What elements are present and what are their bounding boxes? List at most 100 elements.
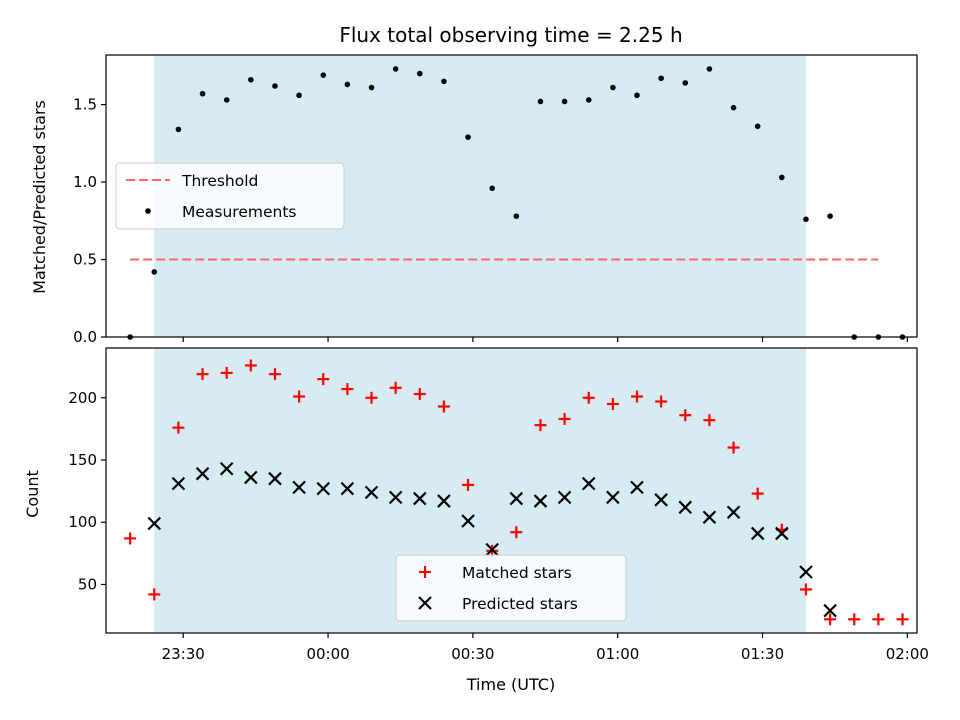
matched-star-point [437, 400, 450, 413]
x-axis-ticks: 23:30 00:00 00:30 01:00 01:30 02:00 [162, 633, 929, 663]
x-axis-ticks [182, 337, 908, 342]
measurement-point [513, 213, 520, 219]
measurement-point [754, 123, 761, 130]
matched-stars-points [124, 359, 909, 626]
legend-matched-label: Matched stars [462, 564, 572, 582]
predicted-star-point [726, 505, 741, 520]
measurement-point [803, 216, 809, 223]
predicted-star-point [654, 493, 668, 507]
matched-star-point [703, 414, 716, 427]
matched-star-point [582, 391, 595, 404]
x-axis-label: Time (UTC) [466, 675, 555, 694]
matched-star-point [244, 359, 257, 372]
predicted-star-point [292, 480, 306, 495]
x-tick-label: 01:30 [741, 645, 784, 663]
measurement-point [682, 80, 689, 86]
measurement-point [610, 84, 616, 91]
y-axis-label: Matched/Predicted stars [30, 100, 49, 294]
predicted-star-point [799, 565, 813, 579]
predicted-stars-points [147, 461, 837, 618]
measurement-point [248, 76, 254, 83]
legend-threshold-label: Threshold [181, 172, 258, 190]
matched-star-point [341, 383, 354, 396]
chart-title: Flux total observing time = 2.25 h [339, 23, 682, 47]
legend-predicted-label: Predicted stars [462, 595, 578, 613]
matched-star-point [413, 388, 426, 401]
measurement-point [416, 70, 423, 77]
predicted-star-point [509, 491, 524, 506]
matched-star-point [751, 487, 764, 500]
matched-star-point [799, 583, 812, 596]
measurement-point [537, 98, 544, 105]
legend: Threshold Measurements [115, 162, 345, 230]
matched-star-point [196, 368, 209, 381]
matched-star-point [124, 532, 137, 545]
legend-measurements-swatch [145, 208, 151, 214]
legend: Matched stars Predicted stars [395, 554, 627, 622]
predicted-star-point [750, 526, 765, 541]
measurement-point [368, 84, 375, 91]
legend-matched-swatch [419, 566, 431, 578]
predicted-star-point [775, 526, 789, 541]
predicted-star-point [364, 485, 379, 500]
legend-predicted-swatch [418, 596, 432, 610]
measurement-point [489, 185, 495, 192]
y-tick-label: 1.5 [73, 96, 97, 114]
matched-star-point [389, 381, 402, 394]
y-tick-label: 0.0 [73, 328, 97, 346]
measurement-point [730, 104, 737, 111]
matched-star-point [872, 613, 885, 626]
predicted-star-point [147, 516, 162, 531]
matched-star-point [293, 390, 306, 403]
matched-star-point [655, 395, 668, 408]
predicted-star-point [171, 476, 186, 491]
matched-star-point [462, 478, 475, 491]
plot-frame [105, 54, 918, 338]
measurement-point [465, 134, 471, 140]
predicted-star-point [678, 500, 693, 515]
measurement-point [706, 66, 713, 72]
predicted-star-point [195, 466, 210, 481]
y-tick-label: 1.0 [73, 173, 97, 191]
x-tick-label: 23:30 [162, 645, 205, 663]
measurement-point [175, 126, 182, 133]
x-tick-label: 00:30 [451, 645, 494, 663]
star-count-panel: 50 100 150 200 23:30 00:00 00:30 01:00 01:30 02:… [23, 347, 929, 694]
predicted-star-point [581, 476, 596, 491]
x-tick-label: 00:00 [306, 645, 349, 663]
matched-star-point [510, 526, 523, 539]
measurement-point [320, 72, 327, 78]
matched-star-point [727, 441, 740, 454]
predicted-star-point [823, 603, 837, 618]
y-tick-label: 100 [68, 513, 97, 531]
matched-star-point [606, 398, 619, 411]
matched-star-point [631, 390, 644, 403]
measurement-point [296, 92, 302, 99]
matched-star-point [220, 366, 233, 379]
predicted-star-point [630, 480, 644, 495]
legend-measurements-label: Measurements [182, 203, 297, 221]
y-axis-label: Count [23, 470, 42, 518]
x-tick-label: 01:00 [596, 645, 639, 663]
matched-star-point [365, 391, 378, 404]
predicted-star-point [702, 510, 717, 525]
y-tick-label: 200 [68, 389, 97, 407]
predicted-star-point [461, 514, 475, 528]
matched-star-point [848, 613, 861, 626]
predicted-star-point [268, 471, 282, 486]
matched-star-point [824, 613, 837, 626]
y-axis-ticks: 50 100 150 200 [68, 389, 106, 593]
y-tick-label: 50 [78, 575, 97, 593]
predicted-star-point [388, 490, 403, 505]
matched-star-point [268, 368, 281, 381]
measurement-points [127, 66, 906, 340]
measurement-point [223, 97, 230, 103]
measurement-point [658, 75, 664, 82]
measurement-point [199, 90, 206, 97]
matched-star-point [679, 409, 692, 422]
flux-ratio-panel: 0.0 0.5 1.0 1.5 Flux total observing time =… [30, 23, 918, 346]
predicted-star-point [437, 494, 451, 508]
measurement-point [827, 213, 833, 219]
measurement-point [344, 81, 351, 88]
